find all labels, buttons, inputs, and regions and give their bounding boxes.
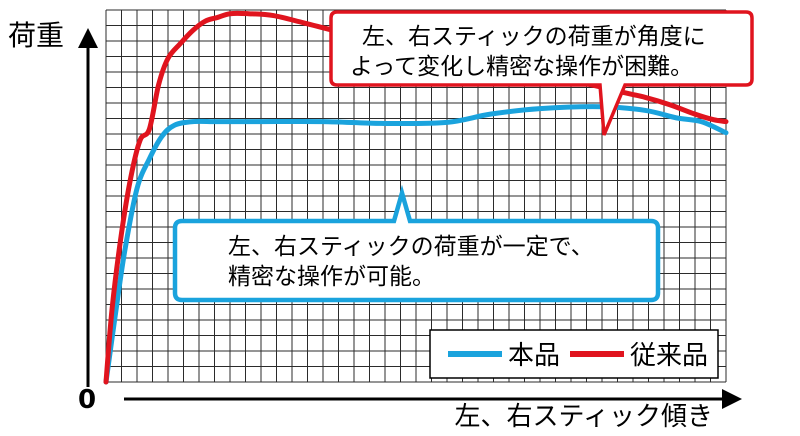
legend: 本品 従来品 — [429, 329, 719, 379]
x-axis-arrow-icon — [722, 389, 742, 409]
callout-product: 左、右スティックの荷重が一定で、 精密な操作が可能。 — [172, 184, 661, 303]
callout-product-line-2: 精密な操作が可能。 — [228, 264, 435, 290]
origin-label: 0 — [78, 385, 96, 415]
callout-conventional-line-2: よって変化し精密な操作が困難。 — [350, 54, 693, 80]
callout-conventional: 左、右スティックの荷重が角度に よって変化し精密な操作が困難。 — [329, 10, 754, 136]
legend-label-product: 本品 — [508, 341, 560, 371]
series-line-product — [103, 104, 729, 385]
x-axis-label: 左、右スティック傾き — [455, 402, 713, 432]
legend-label-conventional: 従来品 — [630, 341, 708, 371]
series-layer — [103, 10, 729, 385]
series-line-conventional — [103, 10, 729, 385]
y-axis — [78, 28, 98, 387]
x-axis — [124, 389, 742, 409]
callout-product-line-1: 左、右スティックの荷重が一定で、 — [228, 234, 594, 260]
y-axis-label: 荷重 — [8, 19, 64, 52]
callout-conventional-line-1: 左、右スティックの荷重が角度に — [362, 24, 706, 50]
y-axis-arrow-icon — [78, 28, 98, 48]
